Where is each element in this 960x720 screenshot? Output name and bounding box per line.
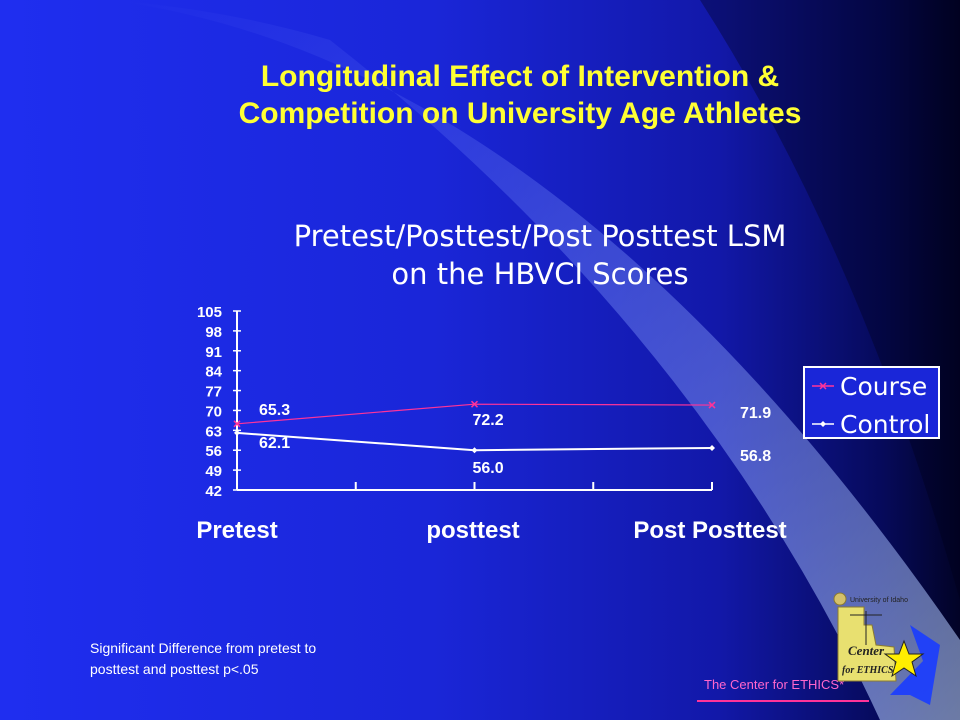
y-tick-label: 98 [205, 324, 222, 341]
data-label: 65.3 [259, 402, 290, 419]
y-tick-label: 70 [205, 403, 222, 420]
footer-label: The Center for ETHICS* [704, 677, 845, 692]
x-category-label: Post Posttest [633, 517, 786, 544]
data-point-course [708, 401, 716, 409]
legend-marker-diamond-icon [820, 421, 826, 427]
y-tick-label: 63 [205, 423, 222, 440]
chart-title-line-1: Pretest/Posttest/Post Posttest LSM [293, 219, 787, 253]
chart-title-line-2: on the HBVCI Scores [391, 257, 689, 291]
footnote: Significant Difference from pretest to p… [90, 638, 390, 680]
data-point-course [470, 400, 479, 408]
center-for-ethics-logo-icon: University of Idaho Center for ETHICS* [833, 592, 940, 705]
footnote-line-2: posttest and posttest p<.05 [90, 661, 259, 677]
data-label: 56.0 [473, 460, 504, 477]
data-point-control [709, 444, 715, 451]
data-point-control [234, 429, 240, 436]
star-icon [883, 639, 925, 678]
data-label: 71.9 [740, 405, 771, 422]
legend-label-course: Course [840, 372, 927, 401]
data-label: 62.1 [259, 435, 290, 452]
legend-marker-x-icon [819, 382, 827, 390]
legend-label-control: Control [840, 410, 930, 439]
footer-rule [697, 700, 869, 702]
slide-title-line-2: Competition on University Age Athletes [238, 97, 802, 130]
y-tick-label: 105 [197, 304, 222, 321]
data-label: 72.2 [473, 412, 504, 429]
x-category-label: posttest [426, 517, 519, 544]
y-tick-label: 84 [205, 364, 222, 381]
x-category-label: Pretest [196, 517, 277, 544]
footnote-line-1: Significant Difference from pretest to [90, 640, 317, 656]
legend-box [803, 366, 940, 439]
logo-ethics-text: for ETHICS* [842, 665, 899, 676]
data-point-course [233, 420, 241, 428]
y-tick-label: 49 [205, 463, 222, 480]
data-point-control [471, 447, 478, 454]
y-tick-label: 91 [205, 344, 222, 361]
logo-center-text: Center [848, 643, 885, 658]
slide-title-line-1: Longitudinal Effect of Intervention & [260, 60, 780, 93]
logo-university-text: University of Idaho [850, 597, 908, 604]
y-tick-label: 77 [205, 384, 222, 401]
y-tick-label: 42 [205, 483, 222, 500]
y-tick-label: 56 [205, 443, 222, 460]
data-label: 56.8 [740, 448, 771, 465]
